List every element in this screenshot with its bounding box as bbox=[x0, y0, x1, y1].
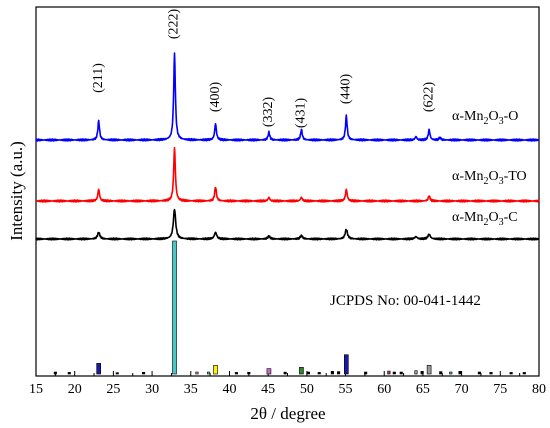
peak-label: (431) bbox=[294, 98, 309, 129]
x-tick-label: 65 bbox=[416, 382, 430, 397]
reference-bar bbox=[387, 370, 391, 375]
series-label: α-Mn2O3-TO bbox=[452, 169, 527, 187]
peak-label: (622) bbox=[421, 82, 436, 113]
peak-label: (400) bbox=[208, 82, 223, 113]
x-tick-label: 15 bbox=[29, 382, 43, 397]
reference-bar bbox=[317, 372, 321, 375]
reference-bar bbox=[96, 363, 101, 375]
x-tick-label: 20 bbox=[68, 382, 82, 397]
x-tick-label: 25 bbox=[106, 382, 120, 397]
x-tick-label: 45 bbox=[261, 382, 275, 397]
reference-bar bbox=[477, 371, 481, 375]
x-tick-label: 70 bbox=[455, 382, 469, 397]
reference-bar bbox=[420, 371, 424, 375]
reference-pattern bbox=[53, 240, 526, 375]
reference-bar bbox=[266, 368, 272, 375]
peak-label: (440) bbox=[339, 74, 354, 105]
reference-bar bbox=[299, 367, 304, 375]
reference-bar bbox=[522, 372, 526, 375]
reference-bar bbox=[399, 371, 403, 375]
x-axis-title: 2θ / degree bbox=[250, 404, 325, 423]
x-tick-label: 40 bbox=[222, 382, 236, 397]
reference-bar bbox=[195, 371, 199, 375]
reference-bar bbox=[458, 371, 462, 375]
reference-bar bbox=[330, 371, 334, 375]
reference-bar bbox=[414, 370, 418, 375]
reference-bar bbox=[53, 371, 57, 375]
reference-bar bbox=[337, 371, 341, 375]
x-tick-label: 55 bbox=[339, 382, 353, 397]
series-labels: α-Mn2O3-O α-Mn2O3-TO α-Mn2O3-C bbox=[452, 109, 527, 228]
x-tick-label: 50 bbox=[300, 382, 314, 397]
reference-bar bbox=[247, 371, 251, 375]
reference-bar bbox=[426, 365, 432, 375]
x-ticks: 15 20 25 30 35 40 45 50 55 60 65 70 75 80 bbox=[29, 371, 546, 397]
series-group bbox=[35, 52, 540, 241]
reference-bar bbox=[142, 371, 146, 375]
reference-bar bbox=[283, 371, 287, 375]
x-tick-label: 60 bbox=[377, 382, 391, 397]
series-line bbox=[35, 146, 540, 203]
series-line bbox=[35, 208, 540, 241]
reference-bar bbox=[213, 365, 218, 375]
reference-bar bbox=[344, 354, 349, 375]
x-tick-label: 35 bbox=[184, 382, 198, 397]
x-tick-label: 30 bbox=[145, 382, 159, 397]
series-label: α-Mn2O3-C bbox=[452, 210, 518, 228]
reference-bar bbox=[207, 371, 211, 375]
peak-label: (332) bbox=[261, 97, 276, 128]
reference-bar bbox=[306, 371, 310, 375]
reference-bar bbox=[172, 240, 177, 375]
peak-labels: (211) (222) (400) (332) (431) (440) (622) bbox=[91, 9, 436, 129]
series-line bbox=[35, 52, 540, 142]
reference-bar bbox=[364, 371, 368, 375]
reference-bar bbox=[489, 372, 493, 375]
series-label: α-Mn2O3-O bbox=[452, 109, 518, 127]
reference-label: JCPDS No: 00-041-1442 bbox=[330, 293, 481, 309]
y-axis-title: Intensity (a.u.) bbox=[7, 141, 26, 241]
reference-bar bbox=[449, 371, 453, 375]
reference-bar bbox=[67, 372, 71, 375]
reference-bar bbox=[234, 372, 238, 375]
reference-bar bbox=[509, 372, 513, 375]
x-tick-label: 80 bbox=[532, 382, 546, 397]
peak-label: (211) bbox=[91, 63, 106, 93]
reference-bar bbox=[115, 372, 119, 375]
plot-frame bbox=[35, 6, 540, 377]
reference-bar bbox=[392, 371, 396, 375]
x-tick-label: 75 bbox=[493, 382, 507, 397]
peak-label: (222) bbox=[167, 9, 182, 40]
reference-bar bbox=[439, 371, 443, 375]
